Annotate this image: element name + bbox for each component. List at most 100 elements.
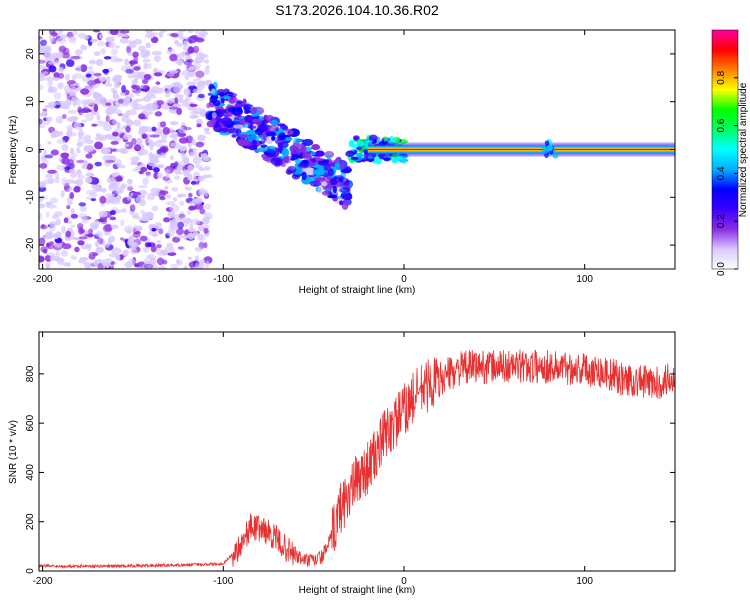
spectrogram-mark xyxy=(139,235,148,242)
spectrogram-mark xyxy=(195,197,203,205)
spectrogram-mark xyxy=(140,210,146,215)
spectrogram-mark xyxy=(200,234,206,241)
spectrogram-mark xyxy=(80,64,88,73)
colorbar-tick-label: 0.2 xyxy=(716,214,727,228)
spectrogram-mark xyxy=(105,102,112,106)
spectrogram-mark xyxy=(61,106,70,110)
spectrogram-mark xyxy=(78,236,88,240)
spectrogram-mark xyxy=(169,204,180,213)
spectrogram-mark xyxy=(103,123,113,132)
spectrogram-mark xyxy=(155,248,165,256)
spectrogram-mark xyxy=(193,230,199,236)
spectrogram-mark xyxy=(57,82,64,90)
spectrogram-mark xyxy=(154,90,164,94)
spectrogram-mark xyxy=(93,72,102,77)
spectrogram-mark xyxy=(161,133,168,140)
spectrogram-mark xyxy=(212,99,221,107)
spectrogram-mark xyxy=(153,171,159,180)
spectrogram-mark xyxy=(71,30,78,36)
spectrogram-mark xyxy=(192,156,202,165)
spectrogram-mark xyxy=(331,159,338,165)
spectrogram-mark xyxy=(105,75,111,84)
spectrogram-mark xyxy=(133,263,140,268)
spectrogram-mark xyxy=(195,118,203,126)
snr-series-line xyxy=(39,349,675,569)
spectrogram-mark xyxy=(124,261,134,268)
spectrogram-mark xyxy=(143,263,154,269)
spectrogram-mark xyxy=(87,80,97,86)
spectrogram-mark xyxy=(314,150,325,157)
spectrogram-mark xyxy=(61,114,67,119)
spectrogram-mark xyxy=(187,164,194,172)
snr-x-tick-label: 0 xyxy=(401,576,407,587)
snr-y-tick-label: 0 xyxy=(25,568,36,574)
spectrogram-mark xyxy=(116,121,121,129)
spectrogram-mark xyxy=(171,82,181,88)
spectrogram-mark xyxy=(267,124,280,132)
spectrogram-mark xyxy=(61,225,66,234)
spectrogram-mark xyxy=(49,221,58,227)
spectrogram-mark xyxy=(278,143,284,153)
spectrogram-mark xyxy=(158,266,168,269)
spectrogram-mark xyxy=(145,171,151,176)
spectrogram-mark xyxy=(67,159,74,167)
spectrogram-mark xyxy=(196,77,201,81)
spectrogram-mark xyxy=(73,82,80,86)
spectrogram-mark xyxy=(116,104,121,108)
spectrogram-mark xyxy=(75,178,84,186)
spectrogram-mark xyxy=(48,86,58,93)
spectrogram-mark xyxy=(113,197,121,203)
spectrogram-mark xyxy=(143,62,149,70)
spectrogram-mark xyxy=(56,37,67,44)
spectrogram-mark xyxy=(137,138,142,144)
spectrogram-mark xyxy=(368,134,378,142)
spectrogram-mark xyxy=(79,256,89,261)
spectrogram-mark xyxy=(125,109,131,118)
spectrogram-y-tick-label: 20 xyxy=(25,48,36,60)
spectrogram-mark xyxy=(184,186,193,191)
spectrogram-mark xyxy=(340,168,352,174)
spectrogram-mark xyxy=(130,161,139,165)
spectrogram-mark xyxy=(69,86,78,91)
spectrogram-mark xyxy=(51,55,56,62)
spectrogram-mark xyxy=(75,159,86,164)
spectrogram-mark xyxy=(291,153,300,160)
spectrogram-mark xyxy=(43,149,48,156)
spectrogram-mark xyxy=(40,39,47,46)
spectrogram-mark xyxy=(186,210,192,216)
spectrogram-mark xyxy=(88,228,94,234)
snr-background xyxy=(39,332,675,571)
spectrogram-mark xyxy=(190,180,197,185)
spectrogram-mark xyxy=(194,30,200,35)
spectrogram-mark xyxy=(259,121,265,126)
spectrogram-mark xyxy=(126,195,133,201)
spectrogram-mark xyxy=(231,133,237,138)
spectrogram-mark xyxy=(167,252,177,256)
spectrogram-mark xyxy=(183,265,188,269)
spectrogram-mark xyxy=(187,256,192,260)
spectrogram-mark xyxy=(251,139,258,146)
colorbar: 0.0 0.2 0.4 0.6 0.8 Normalized spectral ampl… xyxy=(711,29,749,276)
spectrogram-mark xyxy=(95,230,103,238)
spectrogram-mark xyxy=(204,131,212,135)
spectrogram-mark xyxy=(199,108,205,116)
spectrogram-mark xyxy=(162,126,170,135)
spectrogram-mark xyxy=(142,85,150,93)
spectrogram-mark xyxy=(194,246,203,252)
spectrogram-mark xyxy=(191,139,197,146)
spectrogram-mark xyxy=(70,224,76,228)
spectrogram-mark xyxy=(215,89,228,95)
spectrogram-mark xyxy=(44,154,54,159)
spectrogram-mark xyxy=(71,96,79,102)
spectrogram-mark xyxy=(39,124,46,129)
spectrogram-mark xyxy=(99,33,104,40)
spectrogram-mark xyxy=(64,90,69,95)
spectrogram-mark xyxy=(183,40,188,47)
spectrogram-mark xyxy=(73,185,81,193)
spectrogram-mark xyxy=(151,205,159,212)
spectrogram-mark xyxy=(142,58,151,63)
spectrogram-mark xyxy=(39,149,42,154)
spectrogram-mark xyxy=(203,256,213,264)
spectrogram-mark xyxy=(108,183,114,189)
spectrogram-mark xyxy=(149,109,154,115)
